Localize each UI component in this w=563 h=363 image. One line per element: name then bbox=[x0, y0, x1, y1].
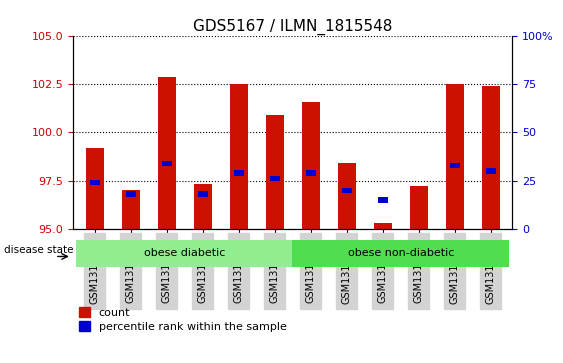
Bar bbox=[230, 84, 248, 229]
Bar bbox=[306, 170, 316, 176]
Bar bbox=[270, 176, 280, 182]
Text: obese diabetic: obese diabetic bbox=[144, 248, 225, 258]
Bar bbox=[410, 186, 428, 229]
Bar bbox=[482, 86, 500, 229]
Bar bbox=[126, 191, 136, 197]
Bar bbox=[122, 190, 140, 229]
Bar bbox=[292, 240, 510, 267]
Bar bbox=[194, 184, 212, 229]
Bar bbox=[374, 223, 392, 229]
Bar bbox=[342, 188, 352, 193]
Bar bbox=[446, 84, 464, 229]
Bar bbox=[338, 163, 356, 229]
Bar bbox=[450, 163, 459, 168]
Bar bbox=[90, 180, 100, 185]
Bar bbox=[378, 197, 388, 203]
Bar bbox=[234, 170, 244, 176]
Bar bbox=[266, 115, 284, 229]
Bar bbox=[76, 240, 293, 267]
Bar bbox=[486, 168, 495, 174]
Bar bbox=[198, 191, 208, 197]
Bar bbox=[162, 160, 172, 166]
Text: obese non-diabetic: obese non-diabetic bbox=[347, 248, 454, 258]
Bar bbox=[158, 77, 176, 229]
Title: GDS5167 / ILMN_1815548: GDS5167 / ILMN_1815548 bbox=[193, 19, 392, 35]
Bar bbox=[86, 148, 104, 229]
Bar bbox=[302, 102, 320, 229]
Text: disease state: disease state bbox=[4, 245, 73, 255]
Legend: count, percentile rank within the sample: count, percentile rank within the sample bbox=[79, 307, 287, 332]
